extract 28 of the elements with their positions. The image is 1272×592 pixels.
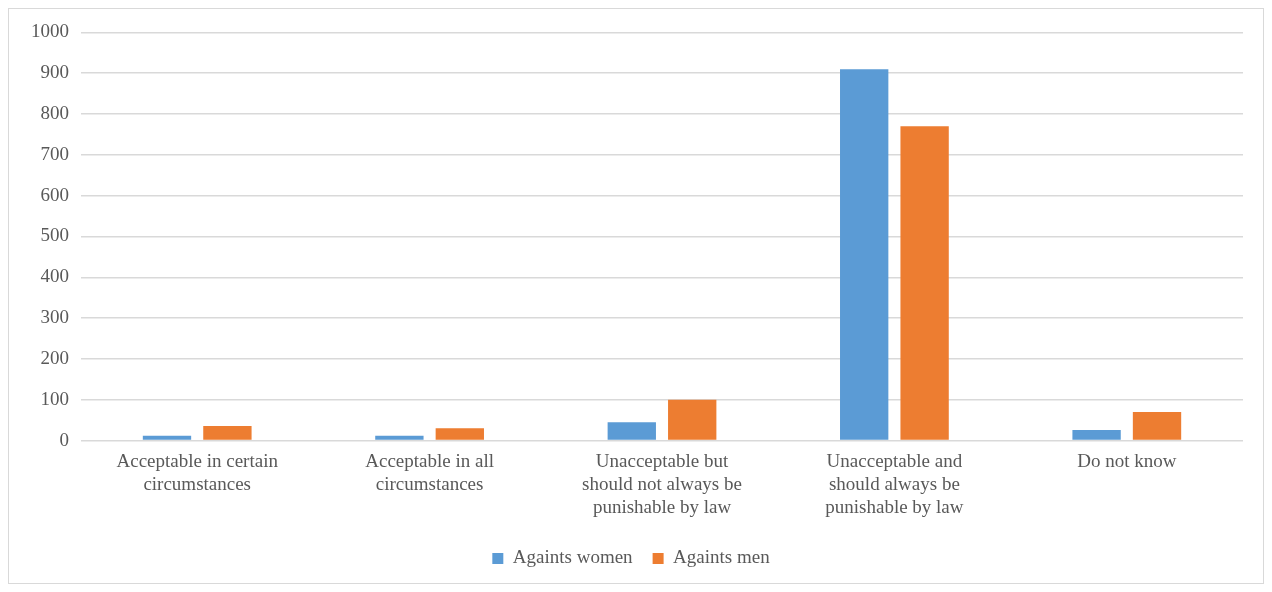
y-tick-label: 700	[40, 142, 69, 164]
legend-label: Againts men	[673, 546, 771, 568]
y-tick-label: 400	[40, 265, 69, 287]
bar	[375, 435, 424, 440]
x-tick-label: Acceptable in all circumstances	[365, 449, 494, 494]
y-tick-label: 500	[40, 224, 69, 246]
x-tick-label: Unacceptable and should always be punishable by law	[825, 449, 964, 517]
y-tick-label: 0	[59, 428, 69, 450]
x-tick-label: Do not know	[1077, 449, 1177, 471]
bar	[1132, 412, 1182, 440]
x-tick-label: Acceptable in certain circumstances	[116, 449, 279, 494]
bar	[435, 428, 484, 440]
bar	[142, 435, 192, 440]
y-tick-label: 300	[40, 306, 69, 328]
bar	[203, 425, 252, 440]
bar	[900, 126, 949, 440]
bar	[840, 69, 889, 440]
y-tick-label: 600	[40, 183, 69, 205]
y-tick-label: 900	[40, 61, 69, 83]
y-tick-label: 200	[40, 346, 69, 368]
bar	[668, 399, 717, 440]
legend-label: Againts women	[512, 546, 634, 568]
bar	[607, 422, 656, 440]
y-tick-label: 1000	[31, 20, 69, 42]
y-tick-label: 800	[40, 102, 69, 124]
y-tick-label: 100	[40, 387, 69, 409]
x-tick-label: Unacceptable but should not always be punishable by law	[582, 449, 742, 517]
bar	[1072, 429, 1121, 440]
